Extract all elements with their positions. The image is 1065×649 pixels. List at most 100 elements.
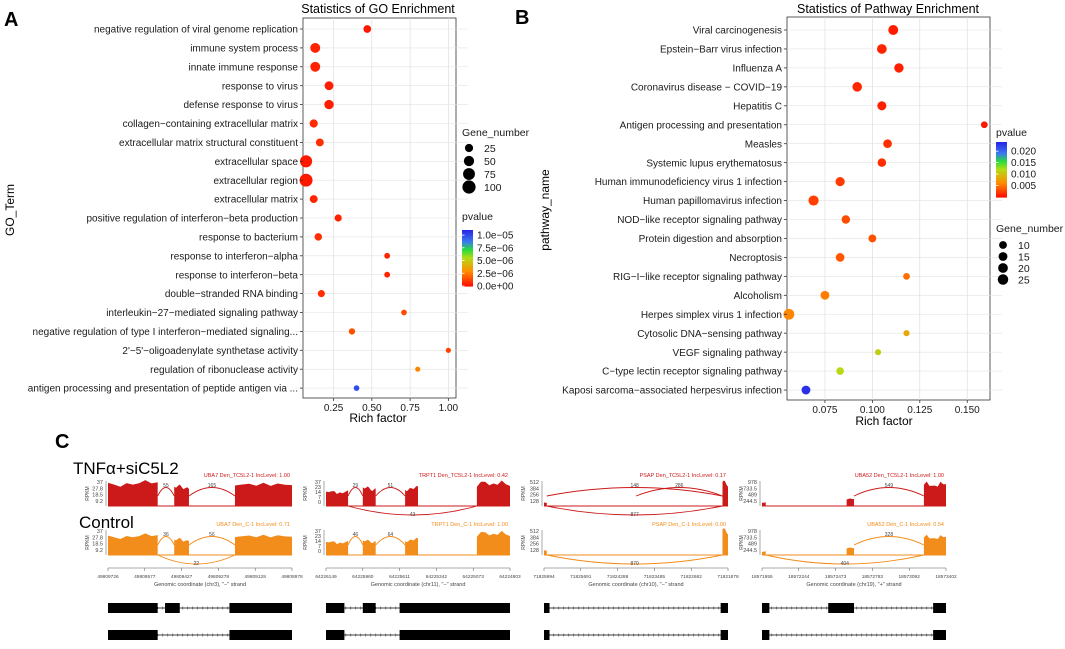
colorbar-segment xyxy=(462,283,473,286)
colorbar-segment xyxy=(462,246,473,249)
strand-chevron xyxy=(349,606,352,610)
colorbar-segment xyxy=(996,181,1007,184)
colorbar-segment xyxy=(462,252,473,255)
x-tick-label: 0.075 xyxy=(812,405,837,416)
coverage-block xyxy=(326,540,349,555)
exon-block xyxy=(933,630,946,640)
junction-arc xyxy=(347,536,364,546)
strand-chevron xyxy=(662,633,665,637)
term-label: collagen−containing extracellular matrix xyxy=(123,119,298,130)
track-y-tick: 37 xyxy=(97,480,103,486)
enrichment-point xyxy=(841,215,851,224)
colorbar-segment xyxy=(996,154,1007,157)
term-label: regulation of ribonuclease activity xyxy=(150,365,298,376)
term-label: Systemic lupus erythematosus xyxy=(646,158,782,169)
track-y-tick: 733.5 xyxy=(743,486,757,492)
term-label: extracellular matrix structural constitu… xyxy=(119,138,298,149)
strand-chevron xyxy=(780,633,783,637)
strand-chevron xyxy=(702,606,705,610)
enrichment-point xyxy=(445,347,451,353)
strand-chevron xyxy=(612,606,615,610)
colorbar-segment xyxy=(996,188,1007,191)
coord-tick-label: 71823485 xyxy=(644,574,666,580)
size-legend-dot xyxy=(999,241,1007,249)
term-label: immune system process xyxy=(190,44,298,55)
strand-chevron xyxy=(567,633,570,637)
pathway-plot-panel xyxy=(786,16,991,401)
track-y-tick: 0 xyxy=(318,549,321,555)
strand-chevron xyxy=(389,633,392,637)
strand-chevron xyxy=(226,633,229,637)
strand-chevron xyxy=(885,606,888,610)
exon-block xyxy=(933,603,946,613)
colorbar-label: 0.020 xyxy=(1011,147,1036,158)
strand-chevron xyxy=(552,633,555,637)
enrichment-point xyxy=(309,195,318,204)
track-title: UBA7 Den_TC5L2-1 IncLevel: 1.00 xyxy=(204,473,290,479)
size-legend-label: 25 xyxy=(484,143,496,155)
strand-chevron xyxy=(895,633,898,637)
strand-chevron xyxy=(394,633,397,637)
track-y-tick: 489 xyxy=(748,542,757,548)
enrichment-point xyxy=(883,139,892,149)
term-label: extracellular space xyxy=(215,157,299,168)
enrichment-point xyxy=(852,82,862,92)
colorbar-segment xyxy=(462,251,473,253)
colorbar-segment xyxy=(462,274,473,277)
strand-chevron xyxy=(587,606,590,610)
colorbar-segment xyxy=(996,159,1007,162)
coord-tick-label: 49809577 xyxy=(134,574,156,580)
strand-chevron xyxy=(840,633,843,637)
strand-chevron xyxy=(384,633,387,637)
coord-tick-label: 49809427 xyxy=(171,574,193,580)
strand-chevron xyxy=(572,606,575,610)
colorbar-segment xyxy=(462,238,473,241)
enrichment-point xyxy=(877,158,887,167)
size-legend-dot xyxy=(463,168,475,180)
strand-chevron xyxy=(925,606,928,610)
size-legend-dot xyxy=(998,263,1008,273)
colorbar-segment xyxy=(996,180,1007,183)
track-y-tick: 0 xyxy=(318,500,321,506)
strand-chevron xyxy=(905,633,908,637)
strand-chevron xyxy=(770,606,773,610)
coord-tick-label: 64225073 xyxy=(463,574,485,580)
strand-chevron xyxy=(702,633,705,637)
colorbar-segment xyxy=(996,153,1007,155)
junction-count: 148 xyxy=(630,483,639,489)
size-legend-label: 10 xyxy=(1018,240,1030,252)
coord-axis-title: Genomic coordinate (chr11), "−" strand xyxy=(371,582,466,588)
strand-chevron xyxy=(805,606,808,610)
enrichment-point xyxy=(299,173,313,187)
strand-chevron xyxy=(930,633,933,637)
strand-chevron xyxy=(830,633,833,637)
enrichment-point xyxy=(415,366,421,372)
track-y-tick: 37 xyxy=(315,480,321,486)
term-label: Antigen processing and presentation xyxy=(620,120,782,131)
colorbar-segment xyxy=(996,179,1007,182)
enrichment-point xyxy=(384,271,391,278)
strand-chevron xyxy=(637,633,640,637)
strand-chevron xyxy=(166,633,169,637)
coord-tick-label: 64225342 xyxy=(426,574,448,580)
junction-count: 56 xyxy=(209,532,215,538)
strand-chevron xyxy=(181,633,184,637)
colorbar-segment xyxy=(996,155,1007,158)
exon-block xyxy=(326,603,345,613)
colorbar-segment xyxy=(462,253,473,256)
junction-count: 328 xyxy=(885,532,894,538)
colorbar-segment xyxy=(462,259,473,262)
pathway-points xyxy=(783,25,988,395)
coverage-block xyxy=(722,480,728,506)
track-title: UBA52 Den_C-1 IncLevel: 0.54 xyxy=(867,522,944,528)
strand-chevron xyxy=(657,633,660,637)
colorbar-segment xyxy=(996,166,1007,169)
pathway-term-labels: Viral carcinogenesis Epstein−Barr virus i… xyxy=(562,26,787,397)
colorbar-label: 2.5e−06 xyxy=(477,269,514,280)
strand-chevron xyxy=(697,633,700,637)
colorbar-segment xyxy=(462,235,473,238)
colorbar-segment xyxy=(996,146,1007,149)
